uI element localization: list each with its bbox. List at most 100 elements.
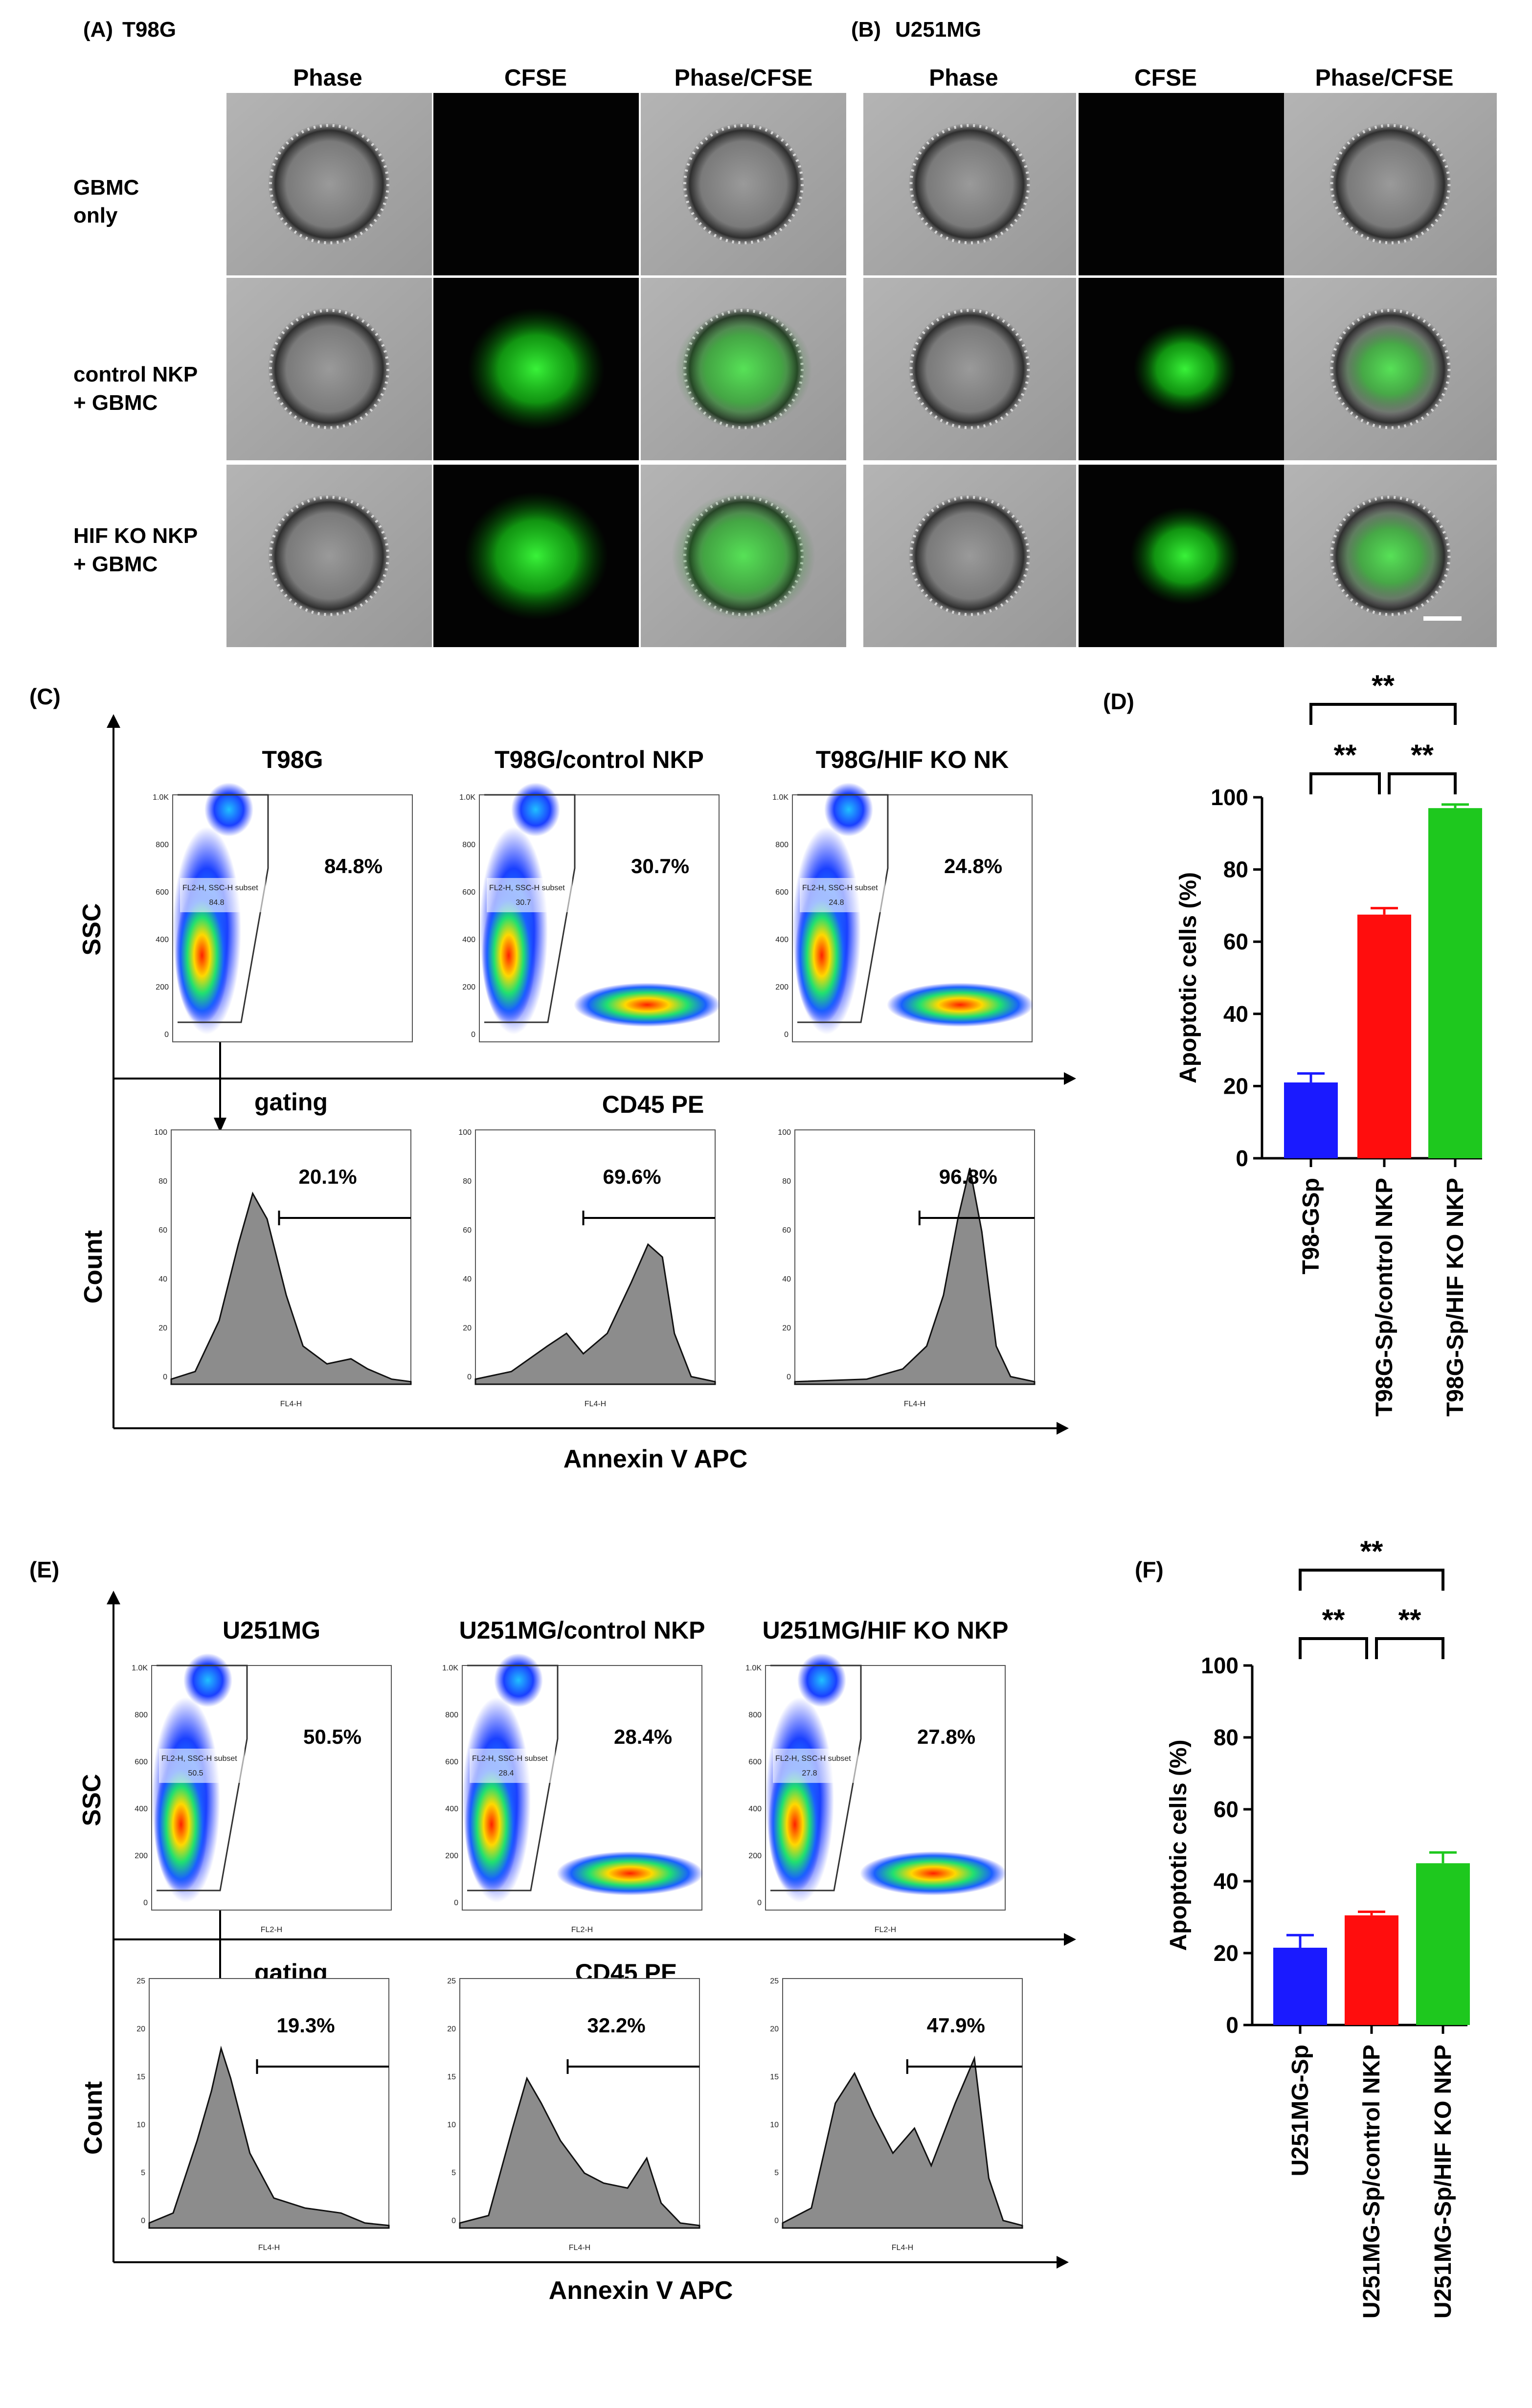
- histogram-area: [794, 1168, 1036, 1385]
- ssc-tick: 400: [445, 1805, 458, 1813]
- panel-e-x-arrow-bottom: [1057, 2256, 1069, 2269]
- y-tick-label: 40: [1214, 1868, 1239, 1894]
- population-blob-top: [511, 783, 560, 836]
- scatter-axis-name: FL2-H: [571, 1926, 593, 1934]
- ssc-tick: 200: [445, 1852, 458, 1860]
- population-blob-top: [204, 783, 253, 836]
- ssc-tick: 800: [775, 841, 789, 849]
- count-tick: 20: [770, 2025, 779, 2033]
- subset-value: 28.4: [498, 1769, 514, 1778]
- significance-stars: **: [1398, 1603, 1421, 1636]
- histogram: 47.9% 25 20 15 10 5 0 FL4-H: [770, 1977, 1023, 2252]
- scatter-plot: U251MG 50.5% FL2-H, SSC-H subset 50.5 1.0K 80…: [132, 1617, 392, 1934]
- histogram-axis-name: FL4-H: [280, 1400, 302, 1408]
- gate-outline: [484, 794, 576, 1023]
- spheroid-rim: [909, 124, 1030, 245]
- cfse-fluorescence: [468, 308, 605, 430]
- scatter-plot: U251MG/HIF KO NKP 27.8% FL2-H, SSC-H subse…: [745, 1617, 1008, 1934]
- panel-a-column-headers: Phase CFSE Phase/CFSE: [293, 65, 812, 91]
- count-tick: 0: [163, 1373, 167, 1381]
- category-label: T98-GSp: [1298, 1178, 1324, 1274]
- spheroid: [908, 308, 1031, 430]
- y-tick-label: 20: [1223, 1073, 1248, 1099]
- count-tick: 60: [158, 1226, 167, 1235]
- microscopy-image-cfse: [1079, 278, 1291, 460]
- count-tick: 20: [136, 2025, 145, 2033]
- column-header-phase: Phase: [929, 65, 998, 91]
- ssc-tick: 400: [156, 936, 169, 944]
- count-tick: 40: [463, 1275, 472, 1283]
- significance-bracket: [1299, 1637, 1368, 1659]
- y-tick-label: 0: [1236, 1146, 1248, 1171]
- gate-outline: [770, 1665, 862, 1891]
- panel-d-label: (D): [1103, 689, 1134, 714]
- histogram: 20.1% 100 80 60 40 20 0 FL4-H: [154, 1128, 412, 1408]
- bar: [1273, 1947, 1327, 2025]
- row-label-hif-line2: + GBMC: [73, 552, 158, 576]
- row-label-control-line1: control NKP: [73, 362, 198, 386]
- histogram-area: [170, 1192, 412, 1385]
- ssc-tick: 600: [775, 888, 789, 897]
- scatter-plot: U251MG/control NKP 28.4% FL2-H, SSC-H subs…: [442, 1617, 705, 1934]
- ssc-tick: 1.0K: [442, 1664, 458, 1672]
- subset-value: 84.8: [209, 899, 224, 907]
- spheroid-rim: [909, 309, 1030, 429]
- spheroid-rim: [1330, 495, 1451, 616]
- histogram: 32.2% 25 20 15 10 5 0 FL4-H: [447, 1977, 700, 2252]
- category-label: U251MG-Sp: [1287, 2045, 1313, 2176]
- count-tick: 100: [458, 1128, 472, 1137]
- panel-e-flow-plots: U251MG 50.5% FL2-H, SSC-H subset 50.5 1.0K 80…: [132, 1617, 1023, 2252]
- count-tick: 10: [136, 2121, 145, 2129]
- bar: [1284, 1082, 1338, 1158]
- panel-e-label: (E): [29, 1557, 59, 1582]
- spheroid-rim: [909, 495, 1030, 616]
- count-tick: 5: [141, 2169, 145, 2177]
- scatter-axis-name: FL2-H: [875, 1926, 896, 1934]
- y-axis-label: Apoptotic cells (%): [1175, 872, 1201, 1083]
- panel-c: (C) SSC CD45 PE Count Annexin V APC gati…: [29, 684, 1076, 1473]
- panel-b-title: U251MG: [895, 18, 981, 42]
- count-tick: 0: [141, 2217, 145, 2225]
- count-tick: 80: [782, 1177, 791, 1186]
- category-label: U251MG-Sp/HIF KO NKP: [1430, 2045, 1456, 2318]
- histogram-frame: [794, 1129, 1035, 1385]
- panel-b-microscopy-grid: [863, 93, 1497, 647]
- ssc-tick: 200: [462, 983, 475, 991]
- scatter-title: T98G/control NKP: [495, 746, 704, 773]
- subset-label-box: [180, 878, 266, 912]
- panel-c-ssc-label: SSC: [78, 903, 106, 956]
- ssc-tick: 200: [135, 1852, 148, 1860]
- count-tick: 80: [463, 1177, 472, 1186]
- ssc-tick: 200: [156, 983, 169, 991]
- count-tick: 100: [778, 1128, 791, 1137]
- panel-c-gating-label: gating: [254, 1088, 328, 1116]
- count-tick: 15: [447, 2073, 456, 2081]
- count-tick: 40: [782, 1275, 791, 1283]
- subset-label-box: [487, 878, 572, 912]
- histogram-area: [459, 2076, 700, 2229]
- panel-a-title: T98G: [122, 18, 176, 42]
- cfse-fluorescence: [1335, 507, 1445, 605]
- ssc-tick: 600: [135, 1758, 148, 1766]
- count-tick: 100: [154, 1128, 167, 1137]
- microscopy-image-phase: [226, 278, 432, 460]
- row-label-control-line2: + GBMC: [73, 391, 158, 415]
- subset-label: FL2-H, SSC-H subset: [161, 1755, 237, 1763]
- significance-bracket: [1309, 772, 1381, 794]
- effector-population: [557, 1851, 703, 1895]
- y-tick-label: 0: [1226, 2012, 1239, 2038]
- y-tick-label: 60: [1223, 929, 1248, 954]
- panel-f-bar-chart: 0 20 40 60 80 100 Apoptotic cells (%) U251MG-Sp…: [1166, 1535, 1470, 2318]
- population-blob-top: [494, 1653, 543, 1707]
- subset-label-box: [159, 1749, 245, 1783]
- subset-value: 27.8: [802, 1769, 817, 1778]
- microscopy-image-overlay: [1284, 93, 1497, 275]
- y-tick-label: 40: [1223, 1001, 1248, 1027]
- population-hotspot: [154, 1756, 208, 1893]
- significance-stars: **: [1322, 1603, 1345, 1636]
- count-tick: 60: [782, 1226, 791, 1235]
- scatter-axis-name: FL2-H: [261, 1926, 282, 1934]
- spheroid-rim: [269, 309, 389, 429]
- panel-a-microscopy-grid: [226, 93, 846, 647]
